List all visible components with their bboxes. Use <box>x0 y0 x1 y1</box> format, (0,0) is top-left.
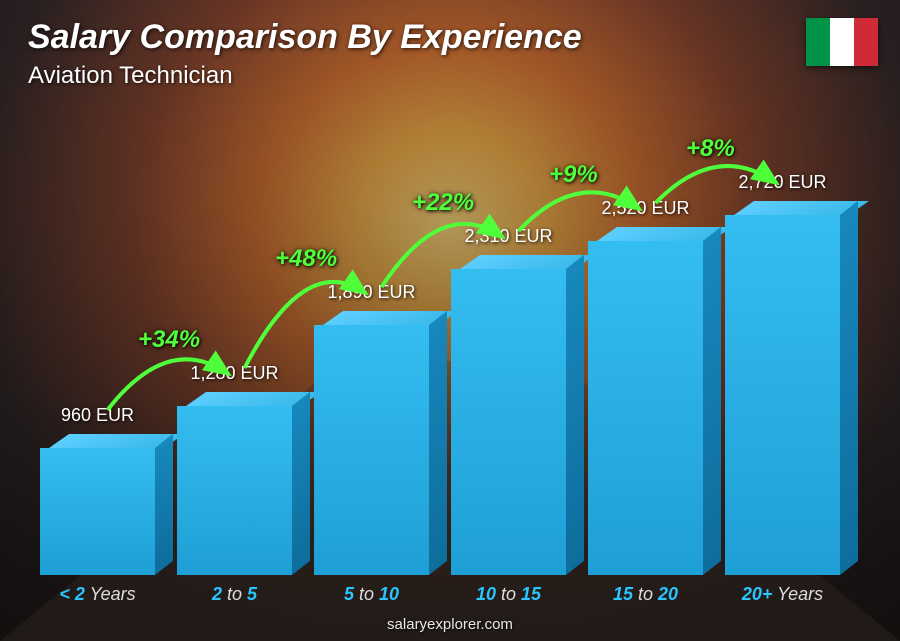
bar-side-face <box>292 392 310 575</box>
bar-value-label: 960 EUR <box>61 405 134 426</box>
bar-front-face <box>725 215 840 575</box>
bar-side-face <box>840 201 858 575</box>
bar-3d <box>314 311 429 575</box>
bar-3d <box>725 201 840 575</box>
bar-3d <box>451 255 566 575</box>
x-axis-label: 15 to 20 <box>588 584 703 605</box>
bar-front-face <box>40 448 155 575</box>
x-axis-label: 20+ Years <box>725 584 840 605</box>
bar-3d <box>177 392 292 575</box>
x-axis-label: 2 to 5 <box>177 584 292 605</box>
x-labels-container: < 2 Years 2 to 5 5 to 10 10 to 15 15 to 20 20… <box>40 584 840 605</box>
bar-side-face <box>703 227 721 575</box>
country-flag-italy <box>806 18 878 66</box>
bar-side-face <box>429 311 447 575</box>
growth-pct-label: +9% <box>549 161 598 189</box>
growth-pct-label: +22% <box>412 189 474 217</box>
bar-3d <box>588 227 703 575</box>
bar-side-face <box>566 255 584 575</box>
x-axis-label: 5 to 10 <box>314 584 429 605</box>
bar-3d <box>40 434 155 575</box>
bar-value-label: 2,310 EUR <box>464 226 552 247</box>
chart-area: 960 EUR 1,280 EUR 1,890 EUR 2,310 EUR 2,520 … <box>40 110 840 605</box>
bar-value-label: 2,520 EUR <box>601 198 689 219</box>
bar-value-label: 1,890 EUR <box>327 282 415 303</box>
flag-stripe-white <box>830 18 854 66</box>
bar-side-face <box>155 434 173 575</box>
chart-title: Salary Comparison By Experience <box>28 18 582 57</box>
growth-pct-label: +34% <box>138 326 200 354</box>
footer-source: salaryexplorer.com <box>0 616 900 633</box>
flag-stripe-red <box>854 18 878 66</box>
x-axis-label: 10 to 15 <box>451 584 566 605</box>
bar-value-label: 2,720 EUR <box>738 172 826 193</box>
bar-front-face <box>314 325 429 575</box>
growth-pct-label: +48% <box>275 245 337 273</box>
growth-pct-label: +8% <box>686 135 735 163</box>
bar-front-face <box>177 406 292 575</box>
chart-subtitle: Aviation Technician <box>28 62 233 90</box>
x-axis-label: < 2 Years <box>40 584 155 605</box>
bar-front-face <box>588 241 703 575</box>
bar-col: 960 EUR <box>40 405 155 575</box>
bar-col: 1,280 EUR <box>177 363 292 575</box>
bar-col: 1,890 EUR <box>314 282 429 575</box>
bar-col: 2,520 EUR <box>588 198 703 575</box>
bar-col: 2,720 EUR <box>725 172 840 575</box>
bar-front-face <box>451 269 566 575</box>
flag-stripe-green <box>806 18 830 66</box>
bar-value-label: 1,280 EUR <box>190 363 278 384</box>
bar-col: 2,310 EUR <box>451 226 566 575</box>
